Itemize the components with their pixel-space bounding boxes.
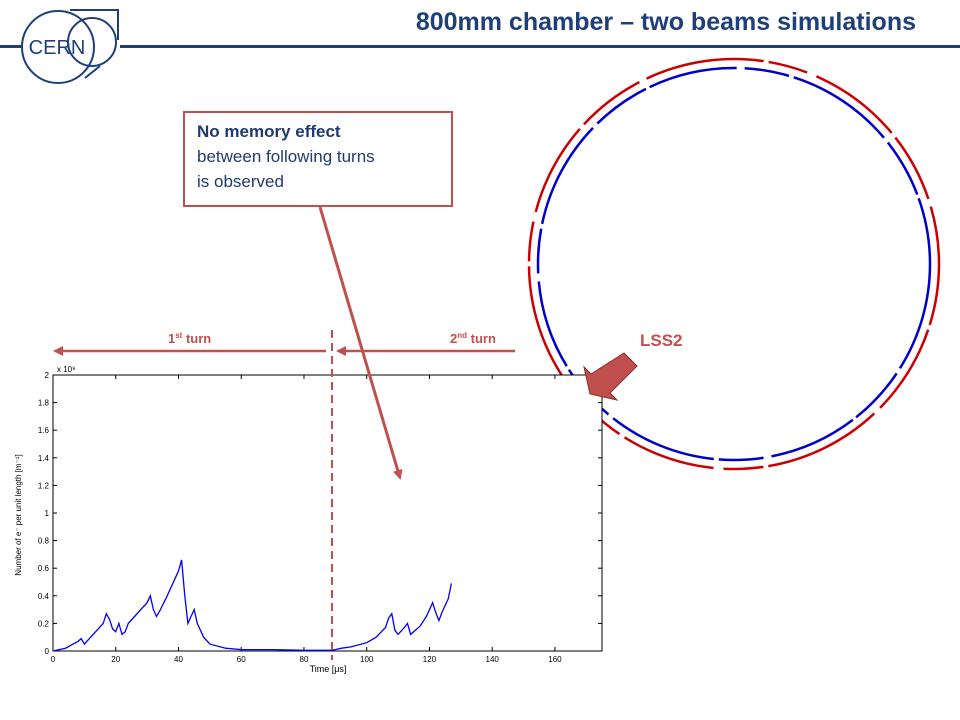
y-tick-label: 1.6	[38, 426, 50, 435]
y-tick-label: 0.8	[38, 537, 50, 546]
y-tick-label: 0.2	[38, 619, 50, 628]
callout-line3: is observed	[197, 172, 284, 191]
y-tick-label: 1.4	[38, 454, 50, 463]
x-tick-label: 140	[486, 655, 500, 664]
y-axis-label: Number of e⁻ per unit length [m⁻¹]	[14, 454, 23, 575]
title-rule-left	[0, 45, 22, 48]
plot-frame	[52, 374, 603, 652]
x-tick-labels: 0 20 40 60 80 100 120 140 160	[51, 655, 562, 664]
x-axis-label: Time [μs]	[310, 664, 347, 674]
x-tick-label: 100	[360, 655, 374, 664]
callout-pointer	[318, 206, 403, 480]
y-tick-label: 0.6	[38, 564, 50, 573]
page-title: 800mm chamber – two beams simulations	[415, 8, 916, 36]
svg-text:CERN: CERN	[29, 37, 86, 59]
y-tick-label: 1	[45, 509, 50, 518]
x-tick-label: 40	[174, 655, 183, 664]
x-tick-label: 0	[51, 655, 56, 664]
y-tick-label: 1.8	[38, 399, 50, 408]
cern-logo: CERN	[21, 9, 119, 84]
y-tick-label: 1.2	[38, 481, 50, 490]
x-tick-label: 60	[237, 655, 246, 664]
x-tick-label: 80	[300, 655, 309, 664]
y-multiplier: x 10⁹	[57, 365, 76, 374]
callout-heading: No memory effect	[197, 122, 341, 141]
x-tick-label: 160	[548, 655, 562, 664]
beam-ring	[527, 57, 941, 471]
callout-box: No memory effect between following turns…	[183, 111, 453, 207]
axis-ticks	[52, 374, 602, 652]
series-line	[52, 559, 453, 652]
callout-line2: between following turns	[197, 147, 375, 166]
lss2-arrow	[583, 352, 638, 401]
y-tick-label: 0	[45, 647, 50, 656]
x-tick-label: 120	[423, 655, 437, 664]
turn1-label: 1st turn	[168, 331, 211, 346]
title-rule	[120, 45, 960, 48]
lss2-label: LSS2	[640, 331, 683, 350]
y-tick-label: 2	[45, 371, 50, 380]
x-tick-label: 20	[111, 655, 120, 664]
turn2-label: 2nd turn	[450, 331, 496, 346]
y-tick-label: 0.4	[38, 592, 50, 601]
y-tick-labels: 0 0.2 0.4 0.6 0.8 1 1.2 1.4 1.6 1.8 2	[38, 371, 50, 656]
